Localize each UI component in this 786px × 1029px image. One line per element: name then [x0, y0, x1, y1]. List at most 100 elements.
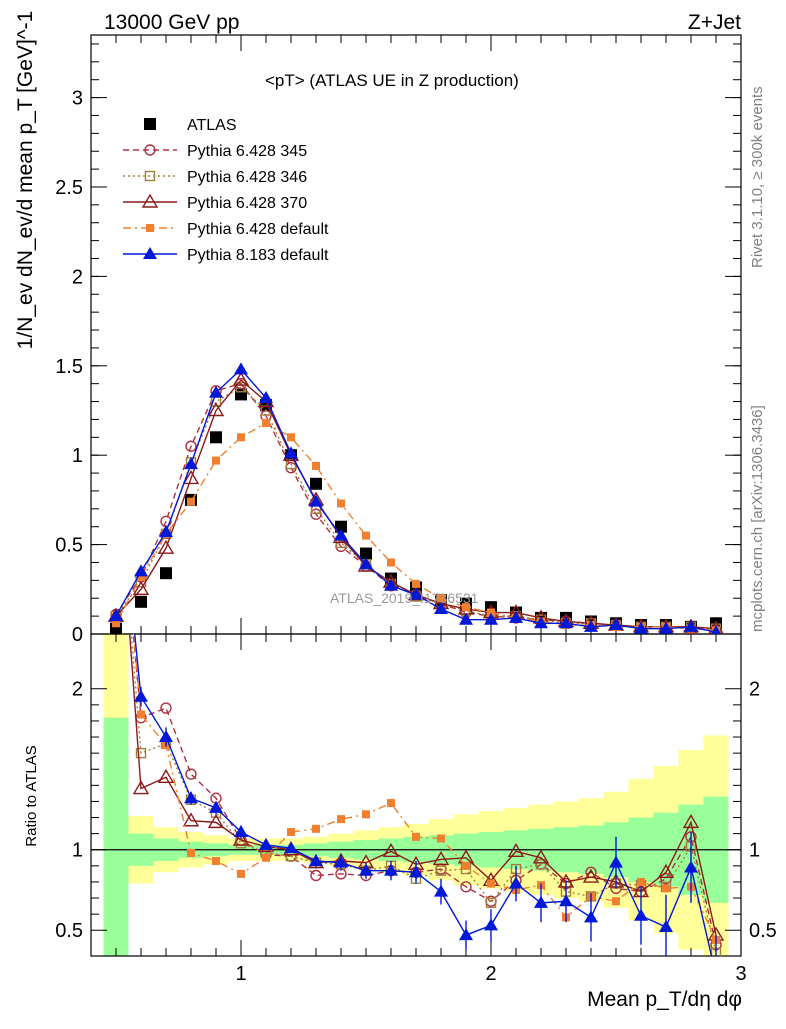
point-atlas	[110, 622, 122, 634]
side-label-mcplots: mcplots.cern.ch [arXiv:1306.3436]	[749, 405, 766, 632]
ratio-point-p6def	[437, 834, 445, 843]
ratio-point-p8def	[209, 800, 223, 813]
axis-ticks-layer: 00.511.522.530.5 0.51 12 21 2 3	[55, 35, 777, 985]
ratio-point-p8def	[384, 863, 398, 876]
point-p8def	[184, 457, 198, 470]
ratio-y-axis-label: Ratio to ATLAS	[23, 745, 40, 846]
legend: ATLAS Pythia 6.428 345 Pythia 6.428 346 Pyt…	[123, 117, 329, 264]
point-p8def	[209, 385, 223, 398]
point-p6def	[462, 603, 470, 612]
legend-marker-p6def	[146, 224, 154, 232]
point-p370	[157, 539, 175, 554]
ratio-point-p346	[135, 747, 147, 759]
ratio-point-p8def	[134, 689, 148, 702]
ratio-point-p370	[182, 812, 200, 827]
ratio-point-p370	[232, 831, 250, 846]
ratio-point-p370	[507, 842, 525, 858]
ratio-point-p370	[207, 813, 225, 829]
ratio-bands-layer	[91, 634, 741, 956]
point-p8def	[509, 610, 523, 623]
ratio-point-p6def	[112, 443, 120, 451]
ratio-point-p8def	[634, 908, 648, 921]
main-ytick-label: 0.5	[55, 535, 83, 557]
side-label-rivet: Rivet 3.1.10, ≥ 300k events	[749, 86, 766, 268]
legend-marker-p370	[141, 193, 159, 208]
ratio-point-p8def	[234, 825, 248, 838]
point-p8def	[334, 528, 348, 541]
point-p6def	[437, 594, 445, 603]
point-p6def	[362, 531, 370, 540]
main-ytick-label: 0	[72, 624, 83, 646]
ratio-point-p8def	[709, 968, 723, 980]
ratio-point-p6def	[662, 884, 670, 893]
ratio-ytick-label-right: 1	[749, 840, 760, 862]
ratio-point-p8def	[334, 855, 348, 868]
ratio-point-p6def	[287, 828, 295, 837]
point-atlas	[135, 595, 147, 608]
ratio-point-p6def	[612, 897, 620, 906]
ratio-point-p8def	[159, 730, 173, 743]
ratio-point-p8def	[409, 865, 423, 878]
point-p8def	[710, 625, 722, 634]
ratio-ytick-label-right: 0.5	[749, 920, 777, 942]
point-p8def	[384, 578, 398, 591]
ratio-ytick-label: 0.5	[55, 920, 83, 942]
ratio-point-p8def	[609, 855, 623, 868]
ratio-point-p8def	[109, 440, 123, 452]
ratio-point-p346	[235, 838, 247, 849]
point-p6def	[312, 461, 320, 470]
ratio-point-p6def	[362, 810, 370, 819]
ratio-point-p8def	[534, 895, 548, 908]
process-label: Z+Jet	[688, 11, 741, 34]
ratio-point-p8def	[584, 910, 598, 923]
ratio-point-p8def	[259, 837, 273, 850]
ratio-point-p370	[382, 842, 400, 858]
ratio-point-p6def	[137, 710, 145, 719]
ratio-point-p6def	[412, 832, 420, 841]
ratio-point-p6def	[262, 853, 270, 862]
point-p8def	[309, 494, 323, 507]
ratio-point-p346	[112, 443, 121, 452]
main-y-axis-label: 1/N_ev dN_ev/d mean p_T [GeV]^-1	[14, 11, 37, 350]
legend-label-p346: Pythia 6.428 346	[187, 169, 307, 186]
point-p8def	[659, 621, 673, 634]
ratio-point-p8def	[659, 920, 673, 933]
ratio-point-p8def	[559, 894, 573, 907]
ratio-series-group	[109, 440, 725, 980]
ratio-point-p370	[157, 768, 175, 783]
energy-label: 13000 GeV pp	[104, 11, 239, 34]
point-p8def	[134, 564, 148, 577]
point-p370	[232, 371, 250, 386]
ratio-point-p6def	[387, 799, 395, 808]
point-p6def	[237, 433, 245, 442]
main-ytick-label: 2	[72, 266, 83, 288]
ratio-point-p8def	[484, 918, 498, 931]
ratio-point-p8def	[309, 854, 323, 867]
ratio-point-p8def	[459, 928, 473, 941]
point-p6def	[212, 456, 220, 465]
ratio-point-p345	[111, 442, 121, 452]
point-p8def	[434, 601, 448, 614]
point-p8def	[159, 525, 173, 538]
ratio-point-p345	[460, 881, 472, 893]
ratio-point-p6def	[637, 877, 645, 886]
legend-label-p370: Pythia 6.428 370	[187, 195, 307, 212]
watermark-label: ATLAS_2019_I1736531	[330, 590, 479, 606]
point-p8def	[584, 619, 598, 632]
series-layer	[107, 362, 725, 980]
ratio-point-p345	[185, 768, 197, 780]
xtick-label: 3	[735, 963, 746, 985]
point-atlas	[160, 567, 172, 580]
ratio-point-p6def	[212, 857, 220, 866]
point-p8def	[459, 612, 473, 625]
plot-title: <pT> (ATLAS UE in Z production)	[265, 71, 519, 90]
point-p8def	[109, 609, 123, 622]
legend-label-p6def: Pythia 6.428 default	[187, 221, 329, 238]
point-p6def	[487, 608, 495, 617]
legend-marker-p346	[144, 170, 156, 182]
point-p6def	[412, 579, 420, 588]
point-p8def	[534, 616, 548, 629]
ratio-point-p6def	[487, 879, 495, 888]
point-p370	[182, 470, 200, 485]
